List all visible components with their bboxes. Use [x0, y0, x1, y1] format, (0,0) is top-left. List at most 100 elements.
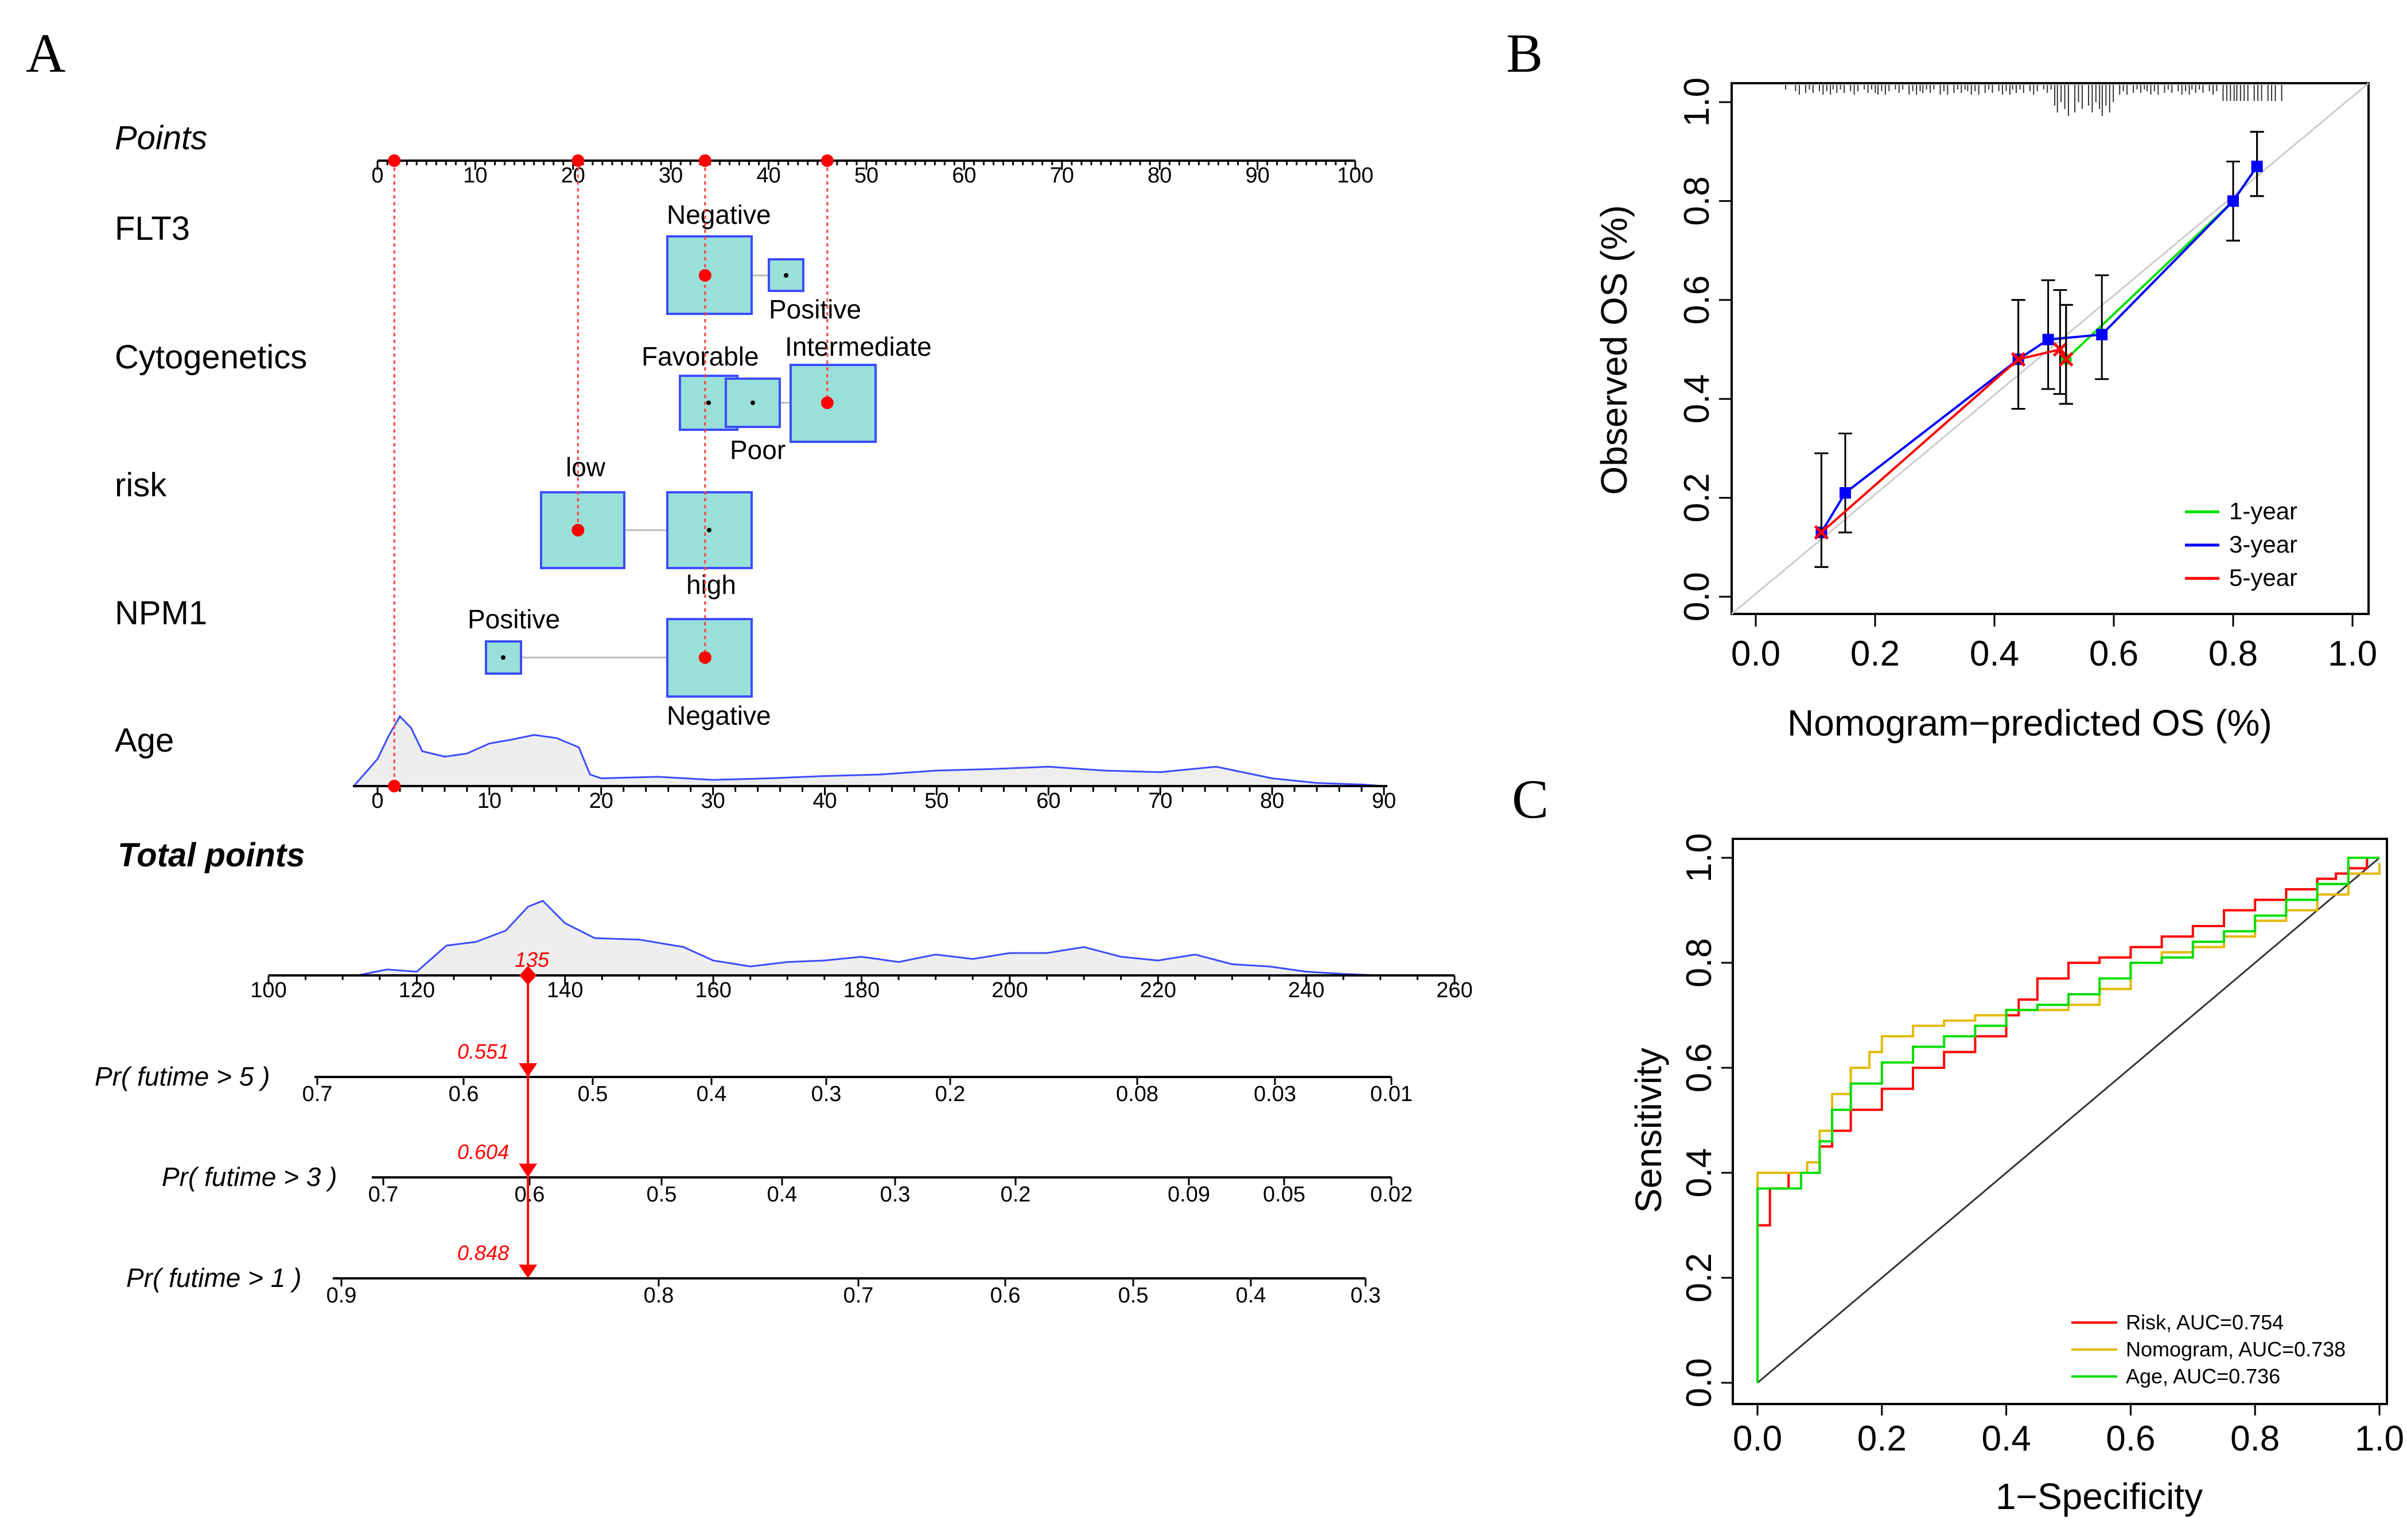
npm1-positive-label: Positive: [468, 604, 560, 634]
probability-tick-label: 0.5: [578, 1082, 608, 1106]
row-label-npm1: NPM1: [115, 594, 207, 632]
points-tick-label: 30: [659, 164, 683, 188]
probability-tick-label: 0.7: [302, 1082, 333, 1106]
legend-label-nomogram: Nomogram, AUC=0.738: [2126, 1337, 2346, 1361]
legend-label-risk: Risk, AUC=0.754: [2126, 1310, 2284, 1334]
calibration-frame: [1731, 82, 2370, 615]
calibration-panel: Nomogram−predicted OS (%) Observed OS (%…: [1593, 77, 2377, 744]
row-label-risk: risk: [115, 466, 167, 504]
roc-ylabel: Sensitivity: [1628, 1048, 1669, 1213]
total-points-marker: [519, 966, 537, 985]
probability-tick-label: 0.4: [697, 1082, 727, 1106]
selected-level-marker: [698, 269, 711, 282]
probability-tick-label: 0.8: [644, 1284, 674, 1308]
points-tick-label: 0: [371, 164, 383, 188]
roc-curve: [1756, 857, 2379, 1383]
probability-tick-label: 0.5: [647, 1183, 677, 1207]
calibration-x-tick-label: 0.0: [1731, 634, 1780, 674]
panel-letter-b: B: [1506, 22, 1543, 84]
roc-y-tick-label: 0.0: [1679, 1358, 1719, 1407]
roc-x-tick-label: 1.0: [2355, 1419, 2404, 1459]
points-tick-label: 20: [561, 164, 585, 188]
roc-y-tick-label: 0.6: [1679, 1043, 1719, 1092]
guide-lines: [388, 154, 834, 1278]
age-density: [354, 715, 1385, 787]
panel-letter-a: A: [26, 22, 65, 84]
probability-axis-label: Pr( futime > 1 ): [126, 1263, 301, 1293]
calibration-y-tick-label: 0.2: [1677, 473, 1717, 522]
roc-diagonal: [1757, 857, 2380, 1384]
legend-label-1-year: 1-year: [2229, 497, 2297, 524]
probability-axes: Pr( futime > 5 ) 0.7 0.6 0.5 0.4 0.3 0.2 0.08 0.…: [95, 1040, 1413, 1308]
cyto-favorable-label: Favorable: [641, 341, 759, 371]
selected-level-marker: [698, 651, 711, 664]
probability-tick-label: 0.3: [811, 1082, 842, 1106]
calibration-point: [2227, 195, 2239, 207]
total-tick-label: 140: [547, 978, 583, 1002]
calibration-y-tick-label: 0.4: [1677, 374, 1717, 423]
panel-letter-c: C: [1512, 768, 1549, 830]
points-tick-label: 80: [1148, 164, 1172, 188]
probability-tick-label: 0.6: [449, 1082, 479, 1106]
legend-label-5-year: 5-year: [2229, 564, 2297, 591]
flt3-negative-label: Negative: [667, 200, 771, 230]
points-tick-label: 60: [952, 164, 976, 188]
total-points-value: 135: [515, 948, 550, 971]
roc-panel: 1−Specificity Sensitivity 0.00.00.20.20.…: [1628, 833, 2404, 1517]
roc-y-tick-label: 0.2: [1679, 1253, 1719, 1302]
age-axis: 0 10 20 30 40 50 60 70 80 90: [353, 785, 1396, 813]
points-tick-label: 90: [1245, 164, 1269, 188]
probability-tick-label: 0.5: [1118, 1284, 1149, 1308]
calibration-x-tick-label: 0.4: [1970, 634, 2019, 674]
total-tick-label: 200: [991, 978, 1028, 1002]
points-tick-label: 50: [854, 164, 878, 188]
total-tick-label: 120: [399, 978, 435, 1002]
row-label-age: Age: [115, 722, 174, 759]
cyto-poor-label: Poor: [730, 435, 786, 465]
probability-tick-label: 0.4: [1236, 1284, 1266, 1308]
points-label: Points: [115, 119, 207, 157]
age-tick-label: 30: [701, 789, 725, 813]
roc-legend: Risk, AUC=0.754 Nomogram, AUC=0.738 Age,…: [2071, 1310, 2346, 1388]
probability-tick-label: 0.08: [1116, 1082, 1158, 1106]
age-tick-label: 90: [1372, 789, 1396, 813]
points-tick-label: 70: [1050, 164, 1074, 188]
probability-tick-label: 0.7: [368, 1183, 399, 1207]
nomogram-panel: Points 0 10 20 30 40 50 60 70 80 90 100 FLT3 Cytog…: [95, 119, 1473, 1308]
total-points-label: Total points: [118, 837, 305, 874]
risk-low-label: low: [566, 452, 606, 482]
points-marker: [821, 154, 834, 167]
risk-high-dot: [707, 528, 711, 532]
probability-axis-label: Pr( futime > 3 ): [162, 1162, 337, 1192]
probability-tick-label: 0.05: [1263, 1183, 1305, 1207]
row-label-flt3: FLT3: [115, 210, 190, 247]
calibration-xlabel: Nomogram−predicted OS (%): [1787, 702, 2272, 744]
total-points-density: [357, 900, 1381, 977]
age-tick-label: 0: [371, 789, 383, 813]
total-tick-label: 240: [1288, 978, 1324, 1002]
probability-value: 0.551: [457, 1040, 509, 1063]
probability-tick-label: 0.09: [1168, 1183, 1210, 1207]
calibration-point: [2059, 352, 2074, 367]
age-tick-label: 80: [1260, 789, 1284, 813]
calibration-point: [2096, 329, 2108, 341]
probability-tick-label: 0.2: [935, 1082, 966, 1106]
age-tick-label: 10: [477, 789, 501, 813]
calibration-series-line: [1821, 348, 2067, 534]
roc-y-tick-label: 0.8: [1679, 938, 1719, 987]
roc-y-tick-label: 1.0: [1679, 833, 1719, 882]
roc-x-tick-label: 0.0: [1733, 1419, 1782, 1459]
selected-level-marker: [571, 524, 585, 536]
row-label-cytogenetics: Cytogenetics: [115, 339, 307, 376]
probability-value: 0.604: [457, 1140, 509, 1164]
calibration-point: [2052, 342, 2068, 357]
calibration-ylabel: Observed OS (%): [1593, 205, 1635, 495]
probability-marker: [519, 1164, 538, 1177]
total-tick-label: 100: [250, 978, 286, 1002]
total-tick-label: 260: [1436, 978, 1472, 1002]
calibration-point: [1814, 525, 1829, 540]
selected-level-marker: [388, 780, 401, 792]
probability-tick-label: 0.3: [880, 1183, 911, 1207]
points-tick-label: 40: [756, 164, 780, 188]
